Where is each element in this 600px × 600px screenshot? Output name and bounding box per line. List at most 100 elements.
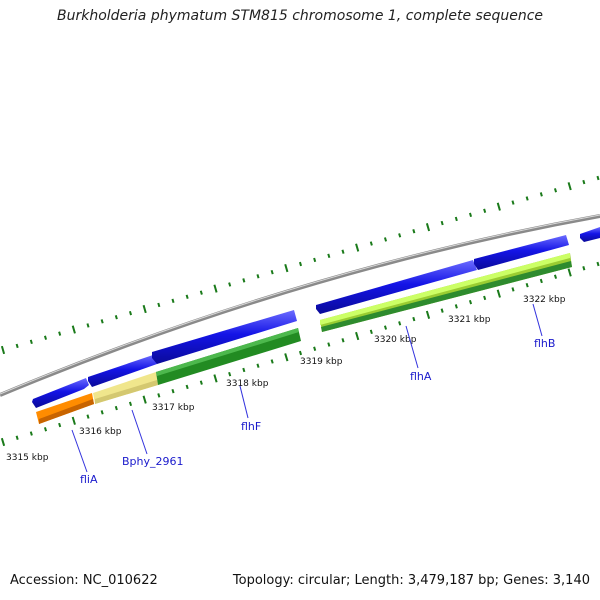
flhA-feature-dark	[321, 261, 572, 332]
tick-mark	[171, 388, 175, 394]
tick-mark	[15, 435, 19, 440]
tick-mark	[43, 427, 48, 432]
flhA-leader	[405, 325, 419, 369]
gene-leader-lines	[71, 303, 543, 473]
tick-mark	[483, 208, 487, 213]
tick-mark	[256, 363, 260, 368]
tick-mark	[15, 343, 19, 349]
tick-mark	[440, 308, 444, 313]
tick-mark	[468, 212, 473, 218]
gene-labels: fliA Bphy_2961 flhF flhA flhB	[80, 337, 555, 486]
inner-tick-ring	[0, 261, 600, 447]
gene-label-flhF[interactable]: flhF	[241, 420, 261, 433]
cds-arrow	[32, 378, 89, 408]
cds-arrow	[580, 227, 600, 242]
cds-arrow	[88, 355, 157, 387]
tick-mark	[582, 179, 586, 185]
tick-mark	[86, 323, 90, 328]
tick-mark	[114, 315, 118, 320]
tick-mark	[496, 202, 501, 211]
tick-mark	[596, 261, 600, 267]
tick-mark	[468, 299, 473, 305]
tick-mark	[553, 188, 558, 193]
tick-mark	[525, 196, 529, 201]
tick-mark	[199, 380, 203, 385]
tick-mark	[242, 278, 246, 283]
tick-mark	[185, 294, 189, 299]
bphy2961-leader	[131, 409, 148, 455]
flhF-leader	[239, 385, 249, 419]
tick-mark	[86, 414, 90, 419]
tick-mark	[185, 384, 189, 390]
tick-mark	[0, 345, 6, 355]
flhA-feature-light	[320, 253, 570, 325]
scale-label: 3319 kbp	[300, 357, 343, 367]
tick-mark	[398, 233, 402, 238]
tick-mark	[29, 431, 33, 436]
tick-mark	[313, 346, 317, 351]
tick-mark	[567, 182, 572, 191]
tick-mark	[58, 422, 62, 428]
tick-mark	[454, 304, 458, 309]
gene-label-flhA[interactable]: flhA	[410, 370, 432, 383]
scale-label: 3318 kbp	[226, 379, 269, 389]
tick-mark	[100, 410, 104, 415]
tick-mark	[355, 243, 360, 252]
tick-mark	[256, 274, 260, 279]
cds-track	[32, 227, 600, 408]
cds-arrow	[152, 310, 297, 364]
scale-label: 3315 kbp	[6, 453, 49, 463]
scale-labels: 3315 kbp 3316 kbp 3317 kbp 3318 kbp 3319…	[6, 295, 566, 463]
tick-mark	[213, 284, 218, 293]
tick-mark	[425, 223, 431, 232]
fliA-feature-shade	[39, 399, 94, 424]
tick-mark	[213, 374, 218, 383]
tick-mark	[327, 342, 331, 347]
accession-text: Accession: NC_010622	[10, 573, 158, 588]
tick-mark	[553, 274, 558, 279]
tick-mark	[157, 302, 161, 308]
tick-mark	[270, 359, 274, 364]
tick-mark	[228, 282, 232, 287]
fliA-leader	[71, 429, 88, 473]
tick-mark	[284, 263, 289, 273]
tick-mark	[157, 393, 161, 398]
tick-mark	[29, 339, 33, 345]
tick-mark	[412, 229, 416, 234]
tick-mark	[298, 350, 303, 356]
tick-mark	[43, 335, 48, 340]
tick-mark	[128, 310, 133, 316]
tick-mark	[412, 316, 416, 322]
tick-mark	[58, 331, 62, 336]
tick-mark	[398, 321, 402, 326]
tick-mark	[327, 253, 331, 259]
chromosome-backbone	[0, 214, 600, 397]
tick-mark	[128, 401, 133, 407]
scale-label: 3322 kbp	[523, 295, 566, 305]
tick-mark	[567, 268, 572, 277]
tick-mark	[383, 325, 388, 330]
tick-mark	[525, 282, 529, 288]
tick-mark	[440, 220, 444, 226]
tick-mark	[199, 290, 203, 295]
tick-mark	[242, 367, 246, 373]
tick-mark	[511, 287, 515, 292]
tick-mark	[383, 237, 388, 242]
scale-label: 3321 kbp	[448, 315, 491, 325]
tick-mark	[582, 266, 586, 271]
scale-label: 3320 kbp	[374, 335, 417, 345]
tick-mark	[270, 269, 274, 275]
scale-label: 3316 kbp	[79, 427, 122, 437]
cds-arrow	[316, 260, 477, 314]
feature-track	[36, 253, 572, 424]
gene-label-fliA[interactable]: fliA	[80, 473, 98, 486]
tick-mark	[228, 371, 232, 377]
tick-mark	[425, 310, 431, 319]
tick-mark	[71, 325, 76, 334]
tick-mark	[114, 405, 118, 411]
gene-label-bphy2961[interactable]: Bphy_2961	[122, 455, 184, 468]
tick-mark	[71, 416, 76, 425]
gene-label-flhB[interactable]: flhB	[534, 337, 555, 350]
